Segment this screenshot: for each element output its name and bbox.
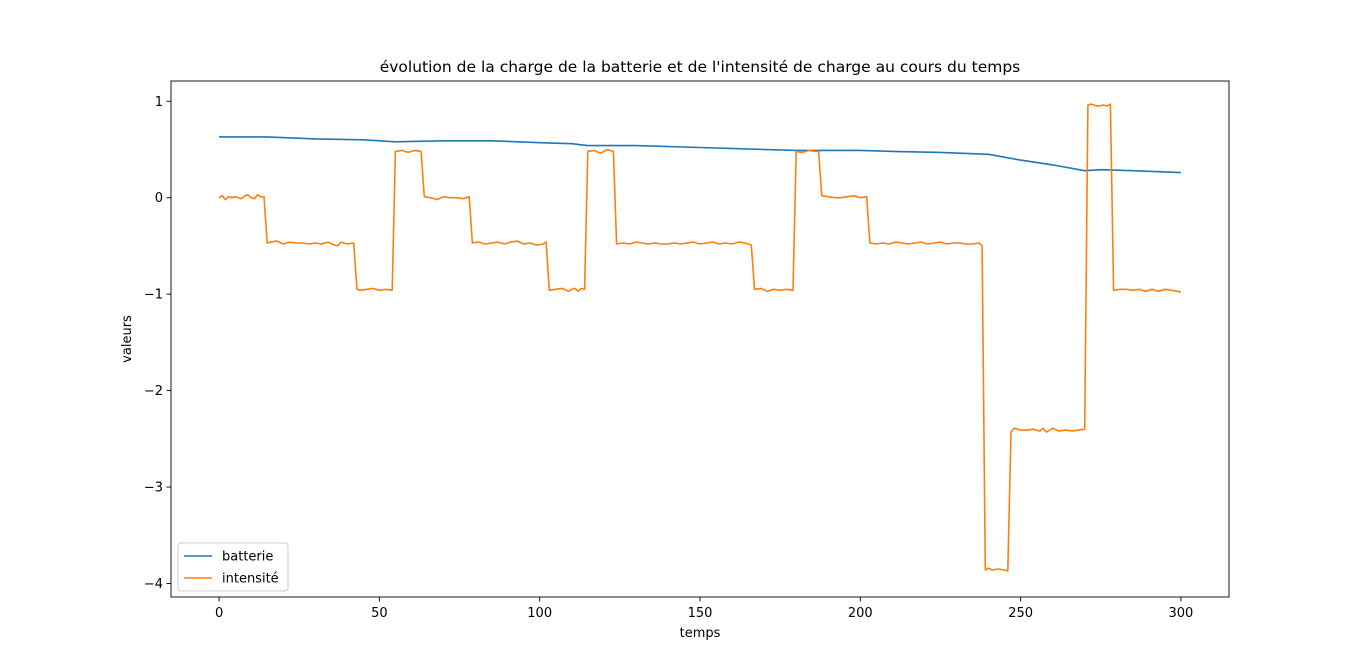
series-line-intensité: [218, 103, 1182, 572]
y-tick-label: −2: [144, 384, 163, 399]
plot-area: 0 50 100 150 200 250 300 1 0 −1 −2 −3 −4: [144, 80, 1230, 621]
x-tick-label: 300: [1168, 606, 1193, 621]
legend-box: [177, 542, 289, 592]
chart-title: évolution de la charge de la batterie et…: [380, 58, 1021, 76]
y-tick-label: −3: [144, 481, 163, 496]
legend: batterie intensité: [177, 542, 289, 592]
legend-label-intensité: intensité: [222, 572, 279, 587]
series-line-batterie: [219, 136, 1181, 174]
y-tick-label: 1: [155, 95, 163, 110]
y-tick-label: −1: [144, 288, 163, 303]
y-axis-label: valeurs: [120, 315, 135, 363]
y-tick-label: −4: [144, 577, 163, 592]
y-tick-label: 0: [155, 191, 163, 206]
legend-label-batterie: batterie: [222, 550, 273, 565]
x-tick-label: 100: [527, 606, 552, 621]
x-tick-label: 200: [848, 606, 873, 621]
x-tick-label: 0: [215, 606, 223, 621]
x-tick-label: 250: [1008, 606, 1033, 621]
x-tick-label: 150: [688, 606, 713, 621]
x-tick-label: 50: [371, 606, 388, 621]
x-axis-label: temps: [680, 626, 721, 641]
